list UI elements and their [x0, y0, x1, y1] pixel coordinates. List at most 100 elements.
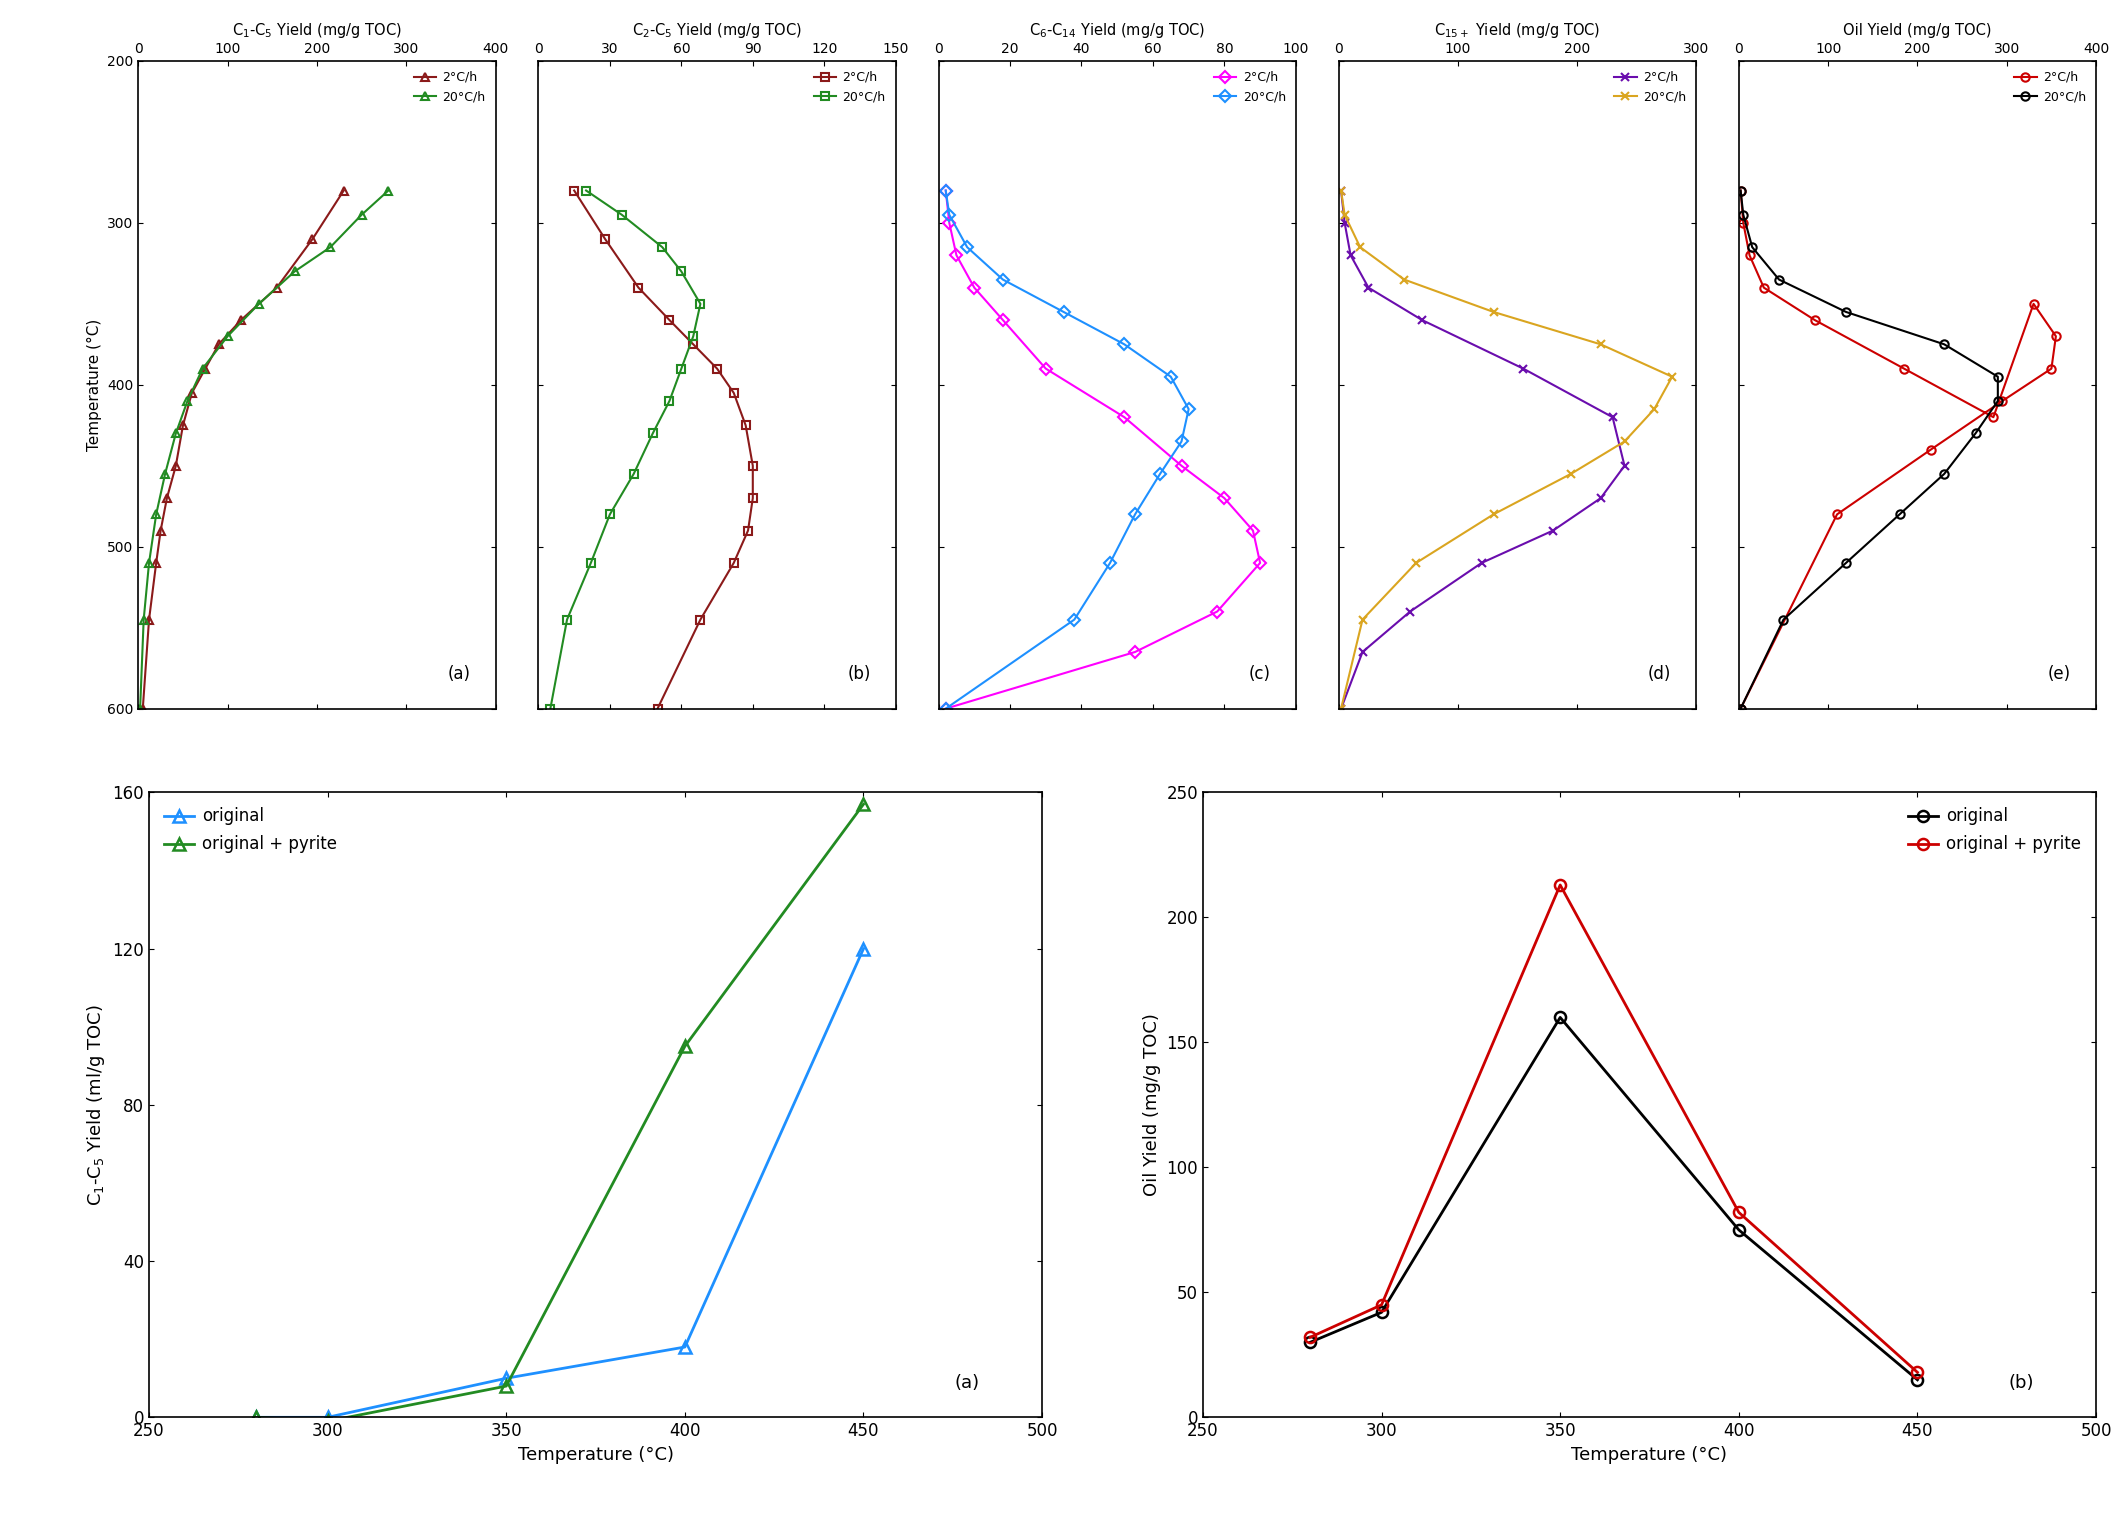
original: [1905, 1370, 1930, 1388]
Line: original: original: [1304, 1012, 1924, 1385]
original + pyrite: [672, 1038, 698, 1056]
2°C/h: [147, 521, 172, 539]
2°C/h: [164, 457, 189, 475]
X-axis label: C$_2$-C$_5$ Yield (mg/g TOC): C$_2$-C$_5$ Yield (mg/g TOC): [632, 21, 802, 40]
original + pyrite: [315, 1413, 340, 1431]
original: [494, 1369, 519, 1387]
2°C/h: [1328, 700, 1353, 718]
20°C/h: [598, 506, 624, 524]
20°C/h: [153, 465, 179, 483]
Text: (b): (b): [2009, 1375, 2034, 1393]
Legend: 2°C/h, 20°C/h: 2°C/h, 20°C/h: [1611, 67, 1690, 107]
20°C/h: [936, 206, 962, 224]
original: [1368, 1303, 1394, 1321]
20°C/h: [317, 238, 343, 256]
Line: 20°C/h: 20°C/h: [547, 186, 704, 713]
X-axis label: C$_{15+}$ Yield (mg/g TOC): C$_{15+}$ Yield (mg/g TOC): [1434, 21, 1600, 40]
2°C/h: [1600, 408, 1626, 427]
20°C/h: [687, 294, 713, 312]
20°C/h: [1832, 303, 1858, 322]
20°C/h: [1392, 270, 1417, 288]
2°C/h: [936, 213, 962, 232]
2°C/h: [1349, 643, 1375, 661]
20°C/h: [1481, 303, 1507, 322]
2°C/h: [170, 416, 196, 434]
20°C/h: [1328, 700, 1353, 718]
2°C/h: [1728, 700, 1753, 718]
20°C/h: [1347, 238, 1373, 256]
2°C/h: [1730, 213, 1756, 232]
2°C/h: [228, 311, 253, 329]
20°C/h: [658, 392, 683, 410]
20°C/h: [1051, 303, 1077, 322]
2°C/h: [192, 360, 217, 378]
20°C/h: [932, 700, 958, 718]
Text: (a): (a): [447, 664, 470, 683]
20°C/h: [1739, 238, 1764, 256]
20°C/h: [572, 181, 598, 200]
X-axis label: C$_1$-C$_5$ Yield (mg/g TOC): C$_1$-C$_5$ Yield (mg/g TOC): [232, 21, 402, 40]
2°C/h: [1332, 213, 1358, 232]
X-axis label: Oil Yield (mg/g TOC): Oil Yield (mg/g TOC): [1843, 23, 1992, 38]
2°C/h: [1751, 279, 1777, 297]
Line: original + pyrite: original + pyrite: [1304, 879, 1924, 1378]
Y-axis label: Temperature (°C): Temperature (°C): [87, 319, 102, 451]
Text: (d): (d): [1647, 664, 1670, 683]
20°C/h: [1062, 611, 1087, 629]
Text: (b): (b): [847, 664, 870, 683]
2°C/h: [1121, 643, 1147, 661]
20°C/h: [281, 262, 306, 280]
2°C/h: [1892, 360, 1917, 378]
2°C/h: [1168, 457, 1194, 475]
X-axis label: C$_6$-C$_{14}$ Yield (mg/g TOC): C$_6$-C$_{14}$ Yield (mg/g TOC): [1030, 21, 1204, 40]
20°C/h: [1932, 335, 1958, 354]
2°C/h: [681, 335, 706, 354]
original: [851, 939, 877, 959]
Line: original: original: [251, 943, 868, 1423]
2°C/h: [1802, 311, 1828, 329]
Y-axis label: C$_1$-C$_5$ Yield (ml/g TOC): C$_1$-C$_5$ Yield (ml/g TOC): [85, 1004, 106, 1205]
20°C/h: [932, 181, 958, 200]
X-axis label: Temperature (°C): Temperature (°C): [1570, 1446, 1728, 1463]
20°C/h: [128, 700, 153, 718]
20°C/h: [953, 238, 979, 256]
2°C/h: [1339, 245, 1364, 265]
original: [672, 1338, 698, 1356]
2°C/h: [206, 335, 232, 354]
original: [1726, 1221, 1751, 1239]
2°C/h: [264, 279, 289, 297]
2°C/h: [704, 360, 730, 378]
2°C/h: [932, 181, 958, 200]
original + pyrite: [1298, 1329, 1324, 1347]
original: [1298, 1334, 1324, 1352]
20°C/h: [174, 392, 200, 410]
Line: 20°C/h: 20°C/h: [1736, 186, 2002, 713]
2°C/h: [1328, 181, 1353, 200]
20°C/h: [1932, 465, 1958, 483]
20°C/h: [349, 206, 375, 224]
X-axis label: Temperature (°C): Temperature (°C): [517, 1446, 675, 1463]
2°C/h: [1981, 408, 2007, 427]
2°C/h: [179, 384, 204, 402]
2°C/h: [1204, 602, 1230, 620]
2°C/h: [687, 611, 713, 629]
Legend: original, original + pyrite: original, original + pyrite: [157, 800, 345, 860]
2°C/h: [645, 700, 670, 718]
20°C/h: [1985, 367, 2011, 386]
Line: 20°C/h: 20°C/h: [1336, 186, 1677, 713]
original + pyrite: [1368, 1295, 1394, 1314]
2°C/h: [1409, 311, 1434, 329]
original + pyrite: [494, 1378, 519, 1396]
2°C/h: [1990, 392, 2015, 410]
original + pyrite: [1726, 1204, 1751, 1222]
Line: 20°C/h: 20°C/h: [941, 186, 1194, 713]
2°C/h: [1541, 521, 1566, 539]
2°C/h: [153, 489, 179, 507]
20°C/h: [1770, 611, 1796, 629]
2°C/h: [562, 181, 587, 200]
20°C/h: [668, 262, 694, 280]
2°C/h: [1211, 489, 1236, 507]
20°C/h: [1147, 465, 1173, 483]
2°C/h: [2043, 328, 2068, 346]
Legend: 2°C/h, 20°C/h: 2°C/h, 20°C/h: [2011, 67, 2090, 107]
